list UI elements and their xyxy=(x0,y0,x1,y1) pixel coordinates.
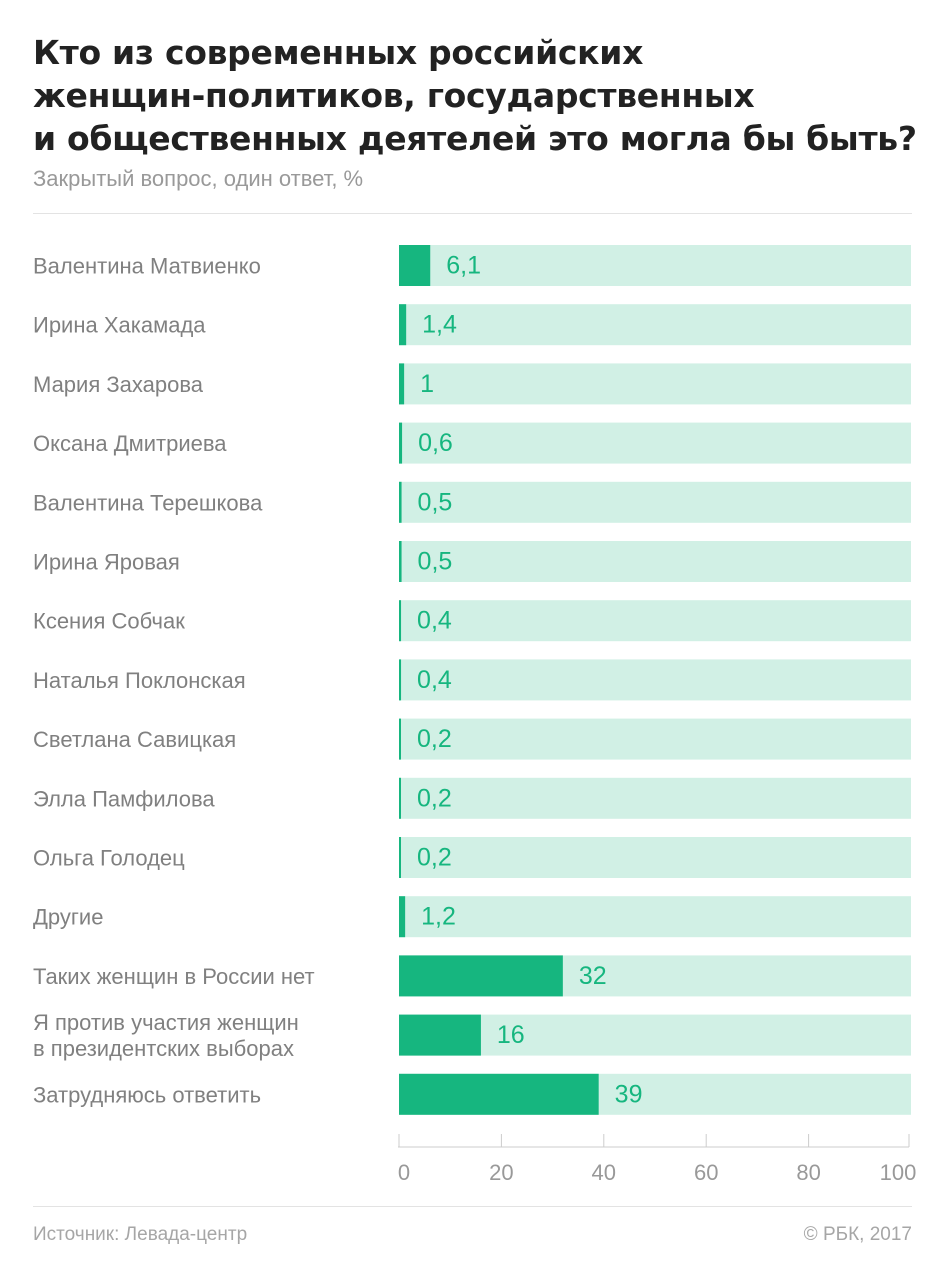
bar xyxy=(399,777,401,819)
bar-track xyxy=(399,718,911,760)
value-label: 1,4 xyxy=(422,311,457,339)
x-tick-label: 20 xyxy=(489,1160,513,1185)
category-label: Ксения Собчак xyxy=(33,608,185,633)
bar-track xyxy=(399,837,911,878)
bar xyxy=(399,363,405,405)
bar xyxy=(399,245,431,286)
bar xyxy=(399,304,407,346)
bar xyxy=(399,837,401,878)
bar xyxy=(399,659,402,701)
value-label: 0,2 xyxy=(417,725,452,753)
category-label: Таких женщин в России нет xyxy=(33,963,315,988)
bar-chart: Валентина Матвиенко 6,1 Ирина Хакамада 1,4 М… xyxy=(33,245,917,1185)
category-label: Светлана Савицкая xyxy=(33,727,236,752)
category-label: Ольга Голодец xyxy=(33,845,185,870)
x-tick-label: 60 xyxy=(694,1160,718,1185)
bar-track xyxy=(399,481,911,523)
bar xyxy=(399,541,402,582)
value-label: 32 xyxy=(579,962,607,990)
value-label: 1,2 xyxy=(421,903,456,931)
chart-title: Кто из современных российских женщин-пол… xyxy=(33,33,917,158)
copyright-note: © РБК, 2017 xyxy=(803,1224,912,1245)
source-note: Источник: Левада-центр xyxy=(33,1224,248,1245)
category-label: Валентина Матвиенко xyxy=(33,253,261,278)
category-label: Другие xyxy=(33,904,103,929)
bar xyxy=(399,1014,481,1056)
x-tick-label: 40 xyxy=(592,1160,616,1185)
x-tick-label: 100 xyxy=(880,1160,917,1185)
category-label: Ирина Хакамада xyxy=(33,312,206,337)
bar xyxy=(399,600,402,642)
top-divider xyxy=(33,213,912,214)
bar xyxy=(399,955,563,997)
bar-track xyxy=(399,600,911,642)
bar-track xyxy=(399,1014,911,1056)
bar xyxy=(399,481,402,523)
bar xyxy=(399,422,403,464)
value-label: 1 xyxy=(420,370,434,398)
category-label: Наталья Поклонская xyxy=(33,667,246,692)
bar-track xyxy=(399,777,911,819)
bar-track xyxy=(399,245,911,286)
category-label: Ирина Яровая xyxy=(33,549,180,574)
value-label: 39 xyxy=(615,1080,643,1108)
bar xyxy=(399,896,406,938)
value-label: 0,2 xyxy=(417,844,452,872)
bar-track xyxy=(399,659,911,701)
value-label: 0,4 xyxy=(417,666,452,694)
category-label: Элла Памфилова xyxy=(33,786,215,811)
x-tick-label: 80 xyxy=(796,1160,820,1185)
category-label: Оксана Дмитриева xyxy=(33,431,227,456)
bar-track xyxy=(399,363,911,405)
category-label: Валентина Терешкова xyxy=(33,490,263,515)
value-label: 16 xyxy=(497,1021,525,1049)
value-label: 0,2 xyxy=(417,784,452,812)
bar-track xyxy=(399,541,911,582)
value-label: 0,5 xyxy=(418,548,453,576)
value-label: 0,6 xyxy=(418,429,453,457)
category-label: Мария Захарова xyxy=(33,371,204,396)
bar xyxy=(399,1073,599,1115)
category-label: Затрудняюсь ответить xyxy=(33,1082,261,1107)
bar-track xyxy=(399,896,911,938)
chart-subtitle: Закрытый вопрос, один ответ, % xyxy=(33,166,364,191)
value-label: 0,4 xyxy=(417,607,452,635)
bar-track xyxy=(399,304,911,346)
category-label: Я против участия женщин в президентских в… xyxy=(33,1010,299,1061)
value-label: 6,1 xyxy=(446,252,481,280)
value-label: 0,5 xyxy=(418,488,453,516)
x-tick-label: 0 xyxy=(398,1160,410,1185)
bottom-divider xyxy=(33,1206,912,1207)
bar-track xyxy=(399,422,911,464)
bar xyxy=(399,718,401,760)
